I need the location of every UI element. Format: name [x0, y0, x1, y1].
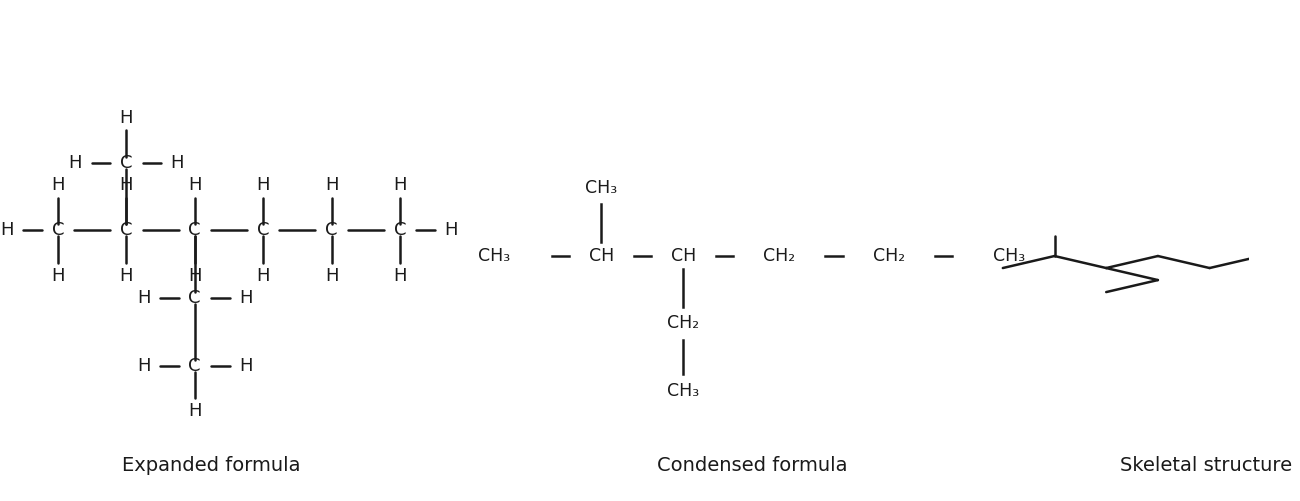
Text: CH₃: CH₃: [585, 179, 618, 197]
Text: C: C: [188, 289, 202, 307]
Text: H: H: [51, 267, 65, 285]
Text: C: C: [188, 221, 202, 239]
Text: C: C: [257, 221, 269, 239]
Text: CH₃: CH₃: [993, 246, 1026, 265]
Text: C: C: [120, 221, 133, 239]
Text: H: H: [136, 289, 151, 307]
Text: H: H: [120, 267, 133, 285]
Text: CH₂: CH₂: [872, 246, 905, 265]
Text: H: H: [188, 176, 202, 194]
Text: C: C: [52, 221, 64, 239]
Text: CH: CH: [589, 246, 614, 265]
Text: H: H: [69, 154, 82, 172]
Text: H: H: [393, 176, 407, 194]
Text: H: H: [188, 267, 202, 285]
Text: Expanded formula: Expanded formula: [122, 456, 300, 475]
Text: H: H: [188, 402, 202, 420]
Text: H: H: [120, 109, 133, 127]
Text: H: H: [136, 357, 151, 375]
Text: H: H: [325, 176, 338, 194]
Text: C: C: [394, 221, 406, 239]
Text: H: H: [170, 154, 185, 172]
Text: H: H: [120, 176, 133, 194]
Text: CH: CH: [671, 246, 696, 265]
Text: CH₃: CH₃: [478, 246, 511, 265]
Text: C: C: [188, 357, 202, 375]
Text: C: C: [120, 154, 133, 172]
Text: H: H: [239, 357, 252, 375]
Text: CH₂: CH₂: [763, 246, 796, 265]
Text: H: H: [393, 267, 407, 285]
Text: Skeletal structure: Skeletal structure: [1119, 456, 1292, 475]
Text: CH₃: CH₃: [667, 382, 699, 400]
Text: H: H: [256, 267, 270, 285]
Text: H: H: [445, 221, 458, 239]
Text: H: H: [239, 289, 252, 307]
Text: C: C: [325, 221, 338, 239]
Text: H: H: [51, 176, 65, 194]
Text: CH₂: CH₂: [667, 314, 699, 332]
Text: H: H: [0, 221, 14, 239]
Text: H: H: [256, 176, 270, 194]
Text: H: H: [325, 267, 338, 285]
Text: Condensed formula: Condensed formula: [656, 456, 848, 475]
